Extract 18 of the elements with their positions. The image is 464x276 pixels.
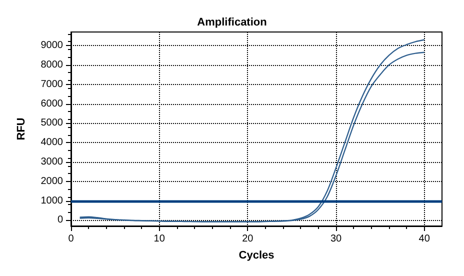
x-axis-title: Cycles (238, 250, 274, 262)
y-axis-title: RFU (16, 118, 28, 140)
chart-title: Amplification (197, 16, 268, 28)
y-tick-label: 7000 (40, 78, 64, 90)
y-tick-label: 5000 (40, 118, 64, 129)
y-tick-label: 8000 (40, 59, 64, 70)
x-tick-label: 20 (242, 234, 254, 244)
y-tick-label: 9000 (40, 40, 64, 52)
y-tick-label: 1000 (40, 195, 64, 206)
y-tick-label: 3000 (40, 156, 64, 168)
x-tick-label: 40 (418, 234, 430, 244)
y-tick-label: 6000 (40, 98, 64, 110)
x-tick-label: 0 (68, 234, 74, 244)
x-tick-label: 10 (154, 234, 166, 244)
y-tick-label: 2000 (40, 176, 64, 187)
y-tick-label: 4000 (40, 137, 64, 148)
x-tick-label: 30 (330, 234, 342, 244)
y-tick-label: 0 (57, 214, 64, 226)
